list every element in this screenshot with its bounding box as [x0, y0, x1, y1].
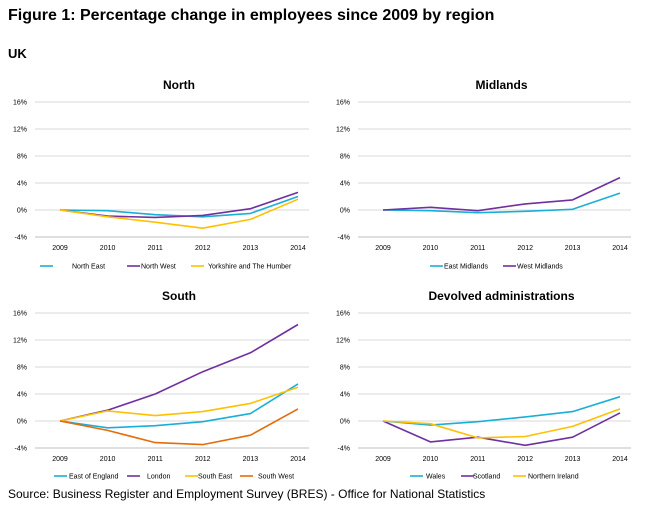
x-tick-label: 2013: [565, 245, 581, 252]
y-tick-label: 4%: [340, 392, 350, 399]
source-note: Source: Business Register and Employment…: [8, 487, 486, 501]
x-tick-label: 2014: [612, 456, 628, 463]
y-tick-label: -4%: [15, 446, 27, 453]
x-tick-label: 2011: [470, 245, 485, 252]
legend-label: South East: [198, 474, 232, 481]
y-tick-label: 8%: [340, 154, 350, 161]
chart-1: Midlands 16% 12% 8% 4% 0% -4% 2009 2010 2011 2012 2…: [336, 78, 631, 271]
y-tick-label: 0%: [17, 419, 27, 426]
x-tick-label: 2012: [195, 245, 211, 252]
x-tick-label: 2012: [517, 245, 533, 252]
series-line-east-of-england: [59, 383, 299, 429]
x-tick-label: 2014: [612, 245, 628, 252]
x-tick-label: 2009: [52, 456, 68, 463]
y-tick-label: 12%: [336, 338, 350, 345]
legend-label: East of England: [69, 474, 119, 481]
x-tick-label: 2012: [195, 456, 211, 463]
y-tick-label: 4%: [17, 392, 27, 399]
x-tick-label: 2009: [375, 245, 391, 252]
chart-0: North 16% 12% 8% 4% 0% -4% 2009 2010 2011 2012 2013…: [13, 78, 309, 271]
y-tick-label: 16%: [13, 100, 27, 107]
x-tick-label: 2009: [52, 245, 68, 252]
chart-title: South: [162, 289, 196, 303]
y-tick-label: -4%: [338, 235, 350, 242]
x-tick-label: 2010: [100, 456, 116, 463]
legend-label: North West: [141, 264, 176, 271]
x-tick-label: 2012: [517, 456, 533, 463]
chart-title: Midlands: [475, 78, 527, 92]
chart-3: Devolved administrations 16% 12% 8% 4% 0% -4% 2…: [336, 289, 631, 481]
legend-label: East Midlands: [444, 264, 488, 271]
chart-2: South 16% 12% 8% 4% 0% -4% 2009 2010 2011 2012 2013…: [13, 289, 309, 481]
legend-label: London: [147, 474, 170, 481]
x-tick-label: 2011: [148, 245, 163, 252]
y-tick-label: 0%: [340, 419, 350, 426]
y-tick-label: 12%: [13, 127, 27, 134]
x-tick-label: 2014: [290, 245, 306, 252]
legend-label: Scotland: [473, 474, 500, 481]
x-tick-label: 2011: [148, 456, 163, 463]
charts-canvas: North 16% 12% 8% 4% 0% -4% 2009 2010 2011 2012 2013…: [13, 78, 631, 481]
series-line-wales: [382, 395, 621, 426]
x-tick-label: 2013: [243, 456, 259, 463]
x-tick-label: 2011: [470, 456, 485, 463]
y-tick-label: 8%: [17, 154, 27, 161]
x-tick-label: 2009: [375, 456, 391, 463]
legend-label: Yorkshire and The Humber: [208, 264, 292, 271]
x-tick-label: 2010: [423, 456, 439, 463]
x-tick-label: 2014: [290, 456, 306, 463]
x-tick-label: 2013: [243, 245, 259, 252]
legend-label: Wales: [426, 474, 446, 481]
y-tick-label: 16%: [336, 100, 350, 107]
series-line-south-east: [59, 386, 299, 422]
y-tick-label: 0%: [340, 208, 350, 215]
figure-title: Figure 1: Percentage change in employees…: [8, 7, 495, 24]
legend-label: Northern Ireland: [528, 474, 579, 481]
region-label: UK: [8, 46, 27, 61]
series-line-yorkshire-and-the-humber: [59, 198, 299, 229]
series-line-west-midlands: [382, 176, 621, 212]
series-line-scotland: [382, 412, 621, 447]
y-tick-label: 16%: [13, 311, 27, 318]
x-tick-label: 2013: [565, 456, 581, 463]
y-tick-label: 12%: [336, 127, 350, 134]
y-tick-label: 4%: [340, 181, 350, 188]
y-tick-label: 12%: [13, 338, 27, 345]
series-line-northern-ireland: [382, 408, 621, 439]
x-tick-label: 2010: [423, 245, 439, 252]
y-tick-label: 0%: [17, 208, 27, 215]
x-tick-label: 2010: [100, 245, 116, 252]
legend-label: South West: [258, 474, 294, 481]
y-tick-label: 8%: [17, 365, 27, 372]
chart-title: Devolved administrations: [428, 289, 574, 303]
y-tick-label: 16%: [336, 311, 350, 318]
y-tick-label: 4%: [17, 181, 27, 188]
legend-label: West Midlands: [517, 264, 563, 271]
chart-title: North: [163, 78, 195, 92]
y-tick-label: -4%: [338, 446, 350, 453]
series-line-south-west: [59, 408, 299, 446]
legend-label: North East: [72, 264, 105, 271]
y-tick-label: 8%: [340, 365, 350, 372]
y-tick-label: -4%: [15, 235, 27, 242]
series-line-east-midlands: [382, 192, 621, 214]
